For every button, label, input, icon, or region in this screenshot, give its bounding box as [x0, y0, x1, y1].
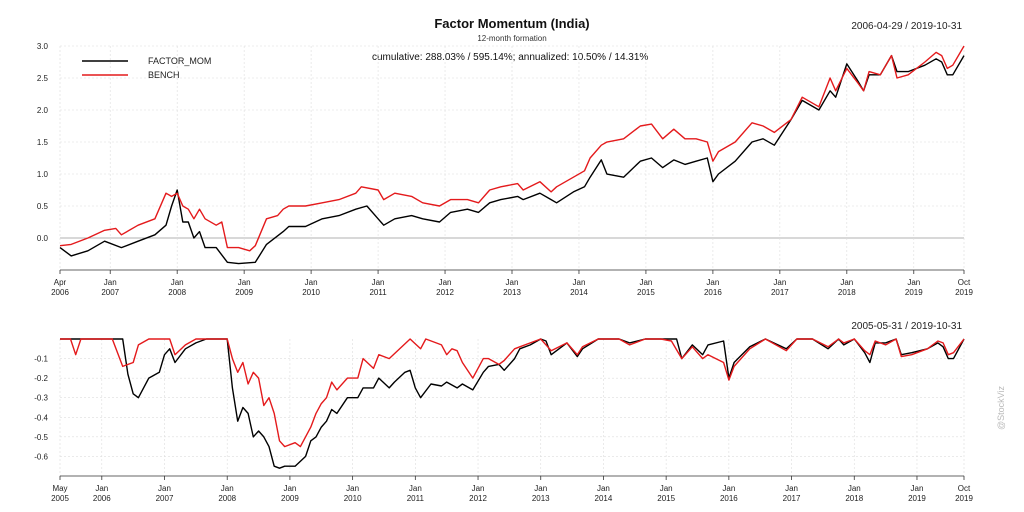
lower-y-tick-label: -0.4	[34, 413, 48, 422]
lower-x-tick-label: 2006	[93, 494, 111, 503]
lower-x-tick-label: Jan	[346, 484, 359, 493]
upper-x-tick-label: 2007	[101, 288, 119, 297]
upper-x-tick-label: 2019	[905, 288, 923, 297]
lower-x-tick-label: 2011	[407, 494, 425, 503]
lower-x-tick-label: 2012	[469, 494, 487, 503]
upper-x-tick-label: 2011	[369, 288, 387, 297]
lower-series-bench	[60, 338, 965, 448]
upper-x-tick-label: Jan	[305, 278, 318, 287]
upper-x-tick-label: Jan	[372, 278, 385, 287]
chart-subtitle: 12-month formation	[477, 34, 547, 43]
lower-x-tick-label: May	[52, 484, 67, 493]
upper-y-tick-label: 1.5	[37, 138, 49, 147]
lower-x-tick-label: Jan	[472, 484, 485, 493]
lower-y-tick-label: -0.5	[34, 433, 48, 442]
top-date-range: 2006-04-29 / 2019-10-31	[851, 21, 962, 32]
lower-x-tick-label: 2010	[344, 494, 362, 503]
lower-x-tick-label: 2017	[783, 494, 801, 503]
upper-x-tick-label: Jan	[639, 278, 652, 287]
upper-x-tick-label: 2017	[771, 288, 789, 297]
upper-x-tick-label: Jan	[907, 278, 920, 287]
lower-x-tick-label: Jan	[95, 484, 108, 493]
upper-x-tick-label: Jan	[773, 278, 786, 287]
upper-x-tick-label: 2014	[570, 288, 588, 297]
chart-title: Factor Momentum (India)	[434, 16, 590, 31]
legend-label-bench: BENCH	[148, 70, 180, 80]
lower-x-tick-label: 2007	[156, 494, 174, 503]
upper-x-tick-label: 2015	[637, 288, 655, 297]
upper-y-tick-label: 3.0	[37, 42, 49, 51]
lower-x-tick-label: 2015	[657, 494, 675, 503]
upper-y-tick-label: 2.0	[37, 106, 49, 115]
legend: FACTOR_MOM BENCH	[82, 56, 211, 80]
upper-x-tick-label: Jan	[238, 278, 251, 287]
upper-x-tick-label: Oct	[958, 278, 971, 287]
upper-x-tick-label: 2009	[235, 288, 253, 297]
lower-x-tick-label: 2018	[845, 494, 863, 503]
lower-x-tick-label: 2013	[532, 494, 550, 503]
upper-x-tick-label: Jan	[171, 278, 184, 287]
upper-x-tick-label: Jan	[104, 278, 117, 287]
lower-y-tick-label: -0.1	[34, 355, 48, 364]
upper-x-tick-label: Apr	[54, 278, 67, 287]
lower-x-tick-label: Jan	[722, 484, 735, 493]
upper-x-tick-label: 2008	[168, 288, 186, 297]
upper-panel: 3.02.52.01.51.00.50.0Apr2006Jan2007Jan20…	[37, 42, 974, 297]
performance-annotation: cumulative: 288.03% / 595.14%; annualize…	[372, 52, 649, 63]
lower-x-tick-label: Jan	[158, 484, 171, 493]
legend-label-factor-mom: FACTOR_MOM	[148, 56, 211, 66]
lower-y-tick-label: -0.2	[34, 374, 48, 383]
upper-x-tick-label: Jan	[573, 278, 586, 287]
lower-y-tick-label: -0.3	[34, 394, 48, 403]
upper-x-tick-label: 2010	[302, 288, 320, 297]
upper-x-tick-label: Jan	[506, 278, 519, 287]
upper-y-tick-label: 0.5	[37, 202, 49, 211]
lower-x-tick-label: Jan	[911, 484, 924, 493]
lower-x-tick-label: Jan	[534, 484, 547, 493]
lower-panel: -0.1-0.2-0.3-0.4-0.5-0.6May2005Jan2006Ja…	[34, 338, 973, 503]
lower-x-tick-label: Jan	[409, 484, 422, 493]
upper-y-tick-label: 1.0	[37, 170, 49, 179]
upper-y-tick-label: 0.0	[37, 234, 49, 243]
upper-x-tick-label: 2012	[436, 288, 454, 297]
lower-x-tick-label: Oct	[958, 484, 971, 493]
lower-x-tick-label: 2019	[955, 494, 973, 503]
lower-x-tick-label: Jan	[221, 484, 234, 493]
lower-x-tick-label: Jan	[848, 484, 861, 493]
lower-x-tick-label: Jan	[785, 484, 798, 493]
lower-y-tick-label: -0.6	[34, 452, 48, 461]
upper-x-tick-label: Jan	[840, 278, 853, 287]
upper-x-tick-label: 2016	[704, 288, 722, 297]
lower-x-tick-label: Jan	[597, 484, 610, 493]
lower-x-tick-label: 2008	[218, 494, 236, 503]
upper-x-tick-label: 2006	[51, 288, 69, 297]
lower-x-tick-label: 2005	[51, 494, 69, 503]
bottom-date-range: 2005-05-31 / 2019-10-31	[851, 321, 962, 332]
lower-x-tick-label: Jan	[283, 484, 296, 493]
upper-x-tick-label: 2013	[503, 288, 521, 297]
upper-x-tick-label: 2019	[955, 288, 973, 297]
lower-series-factor-mom	[60, 338, 965, 469]
upper-x-tick-label: Jan	[439, 278, 452, 287]
upper-y-tick-label: 2.5	[37, 74, 49, 83]
lower-x-tick-label: Jan	[660, 484, 673, 493]
lower-x-tick-label: 2009	[281, 494, 299, 503]
upper-series-bench	[59, 45, 965, 252]
upper-x-tick-label: Jan	[706, 278, 719, 287]
lower-x-tick-label: 2014	[595, 494, 613, 503]
lower-x-tick-label: 2019	[908, 494, 926, 503]
upper-x-tick-label: 2018	[838, 288, 856, 297]
lower-x-tick-label: 2016	[720, 494, 738, 503]
